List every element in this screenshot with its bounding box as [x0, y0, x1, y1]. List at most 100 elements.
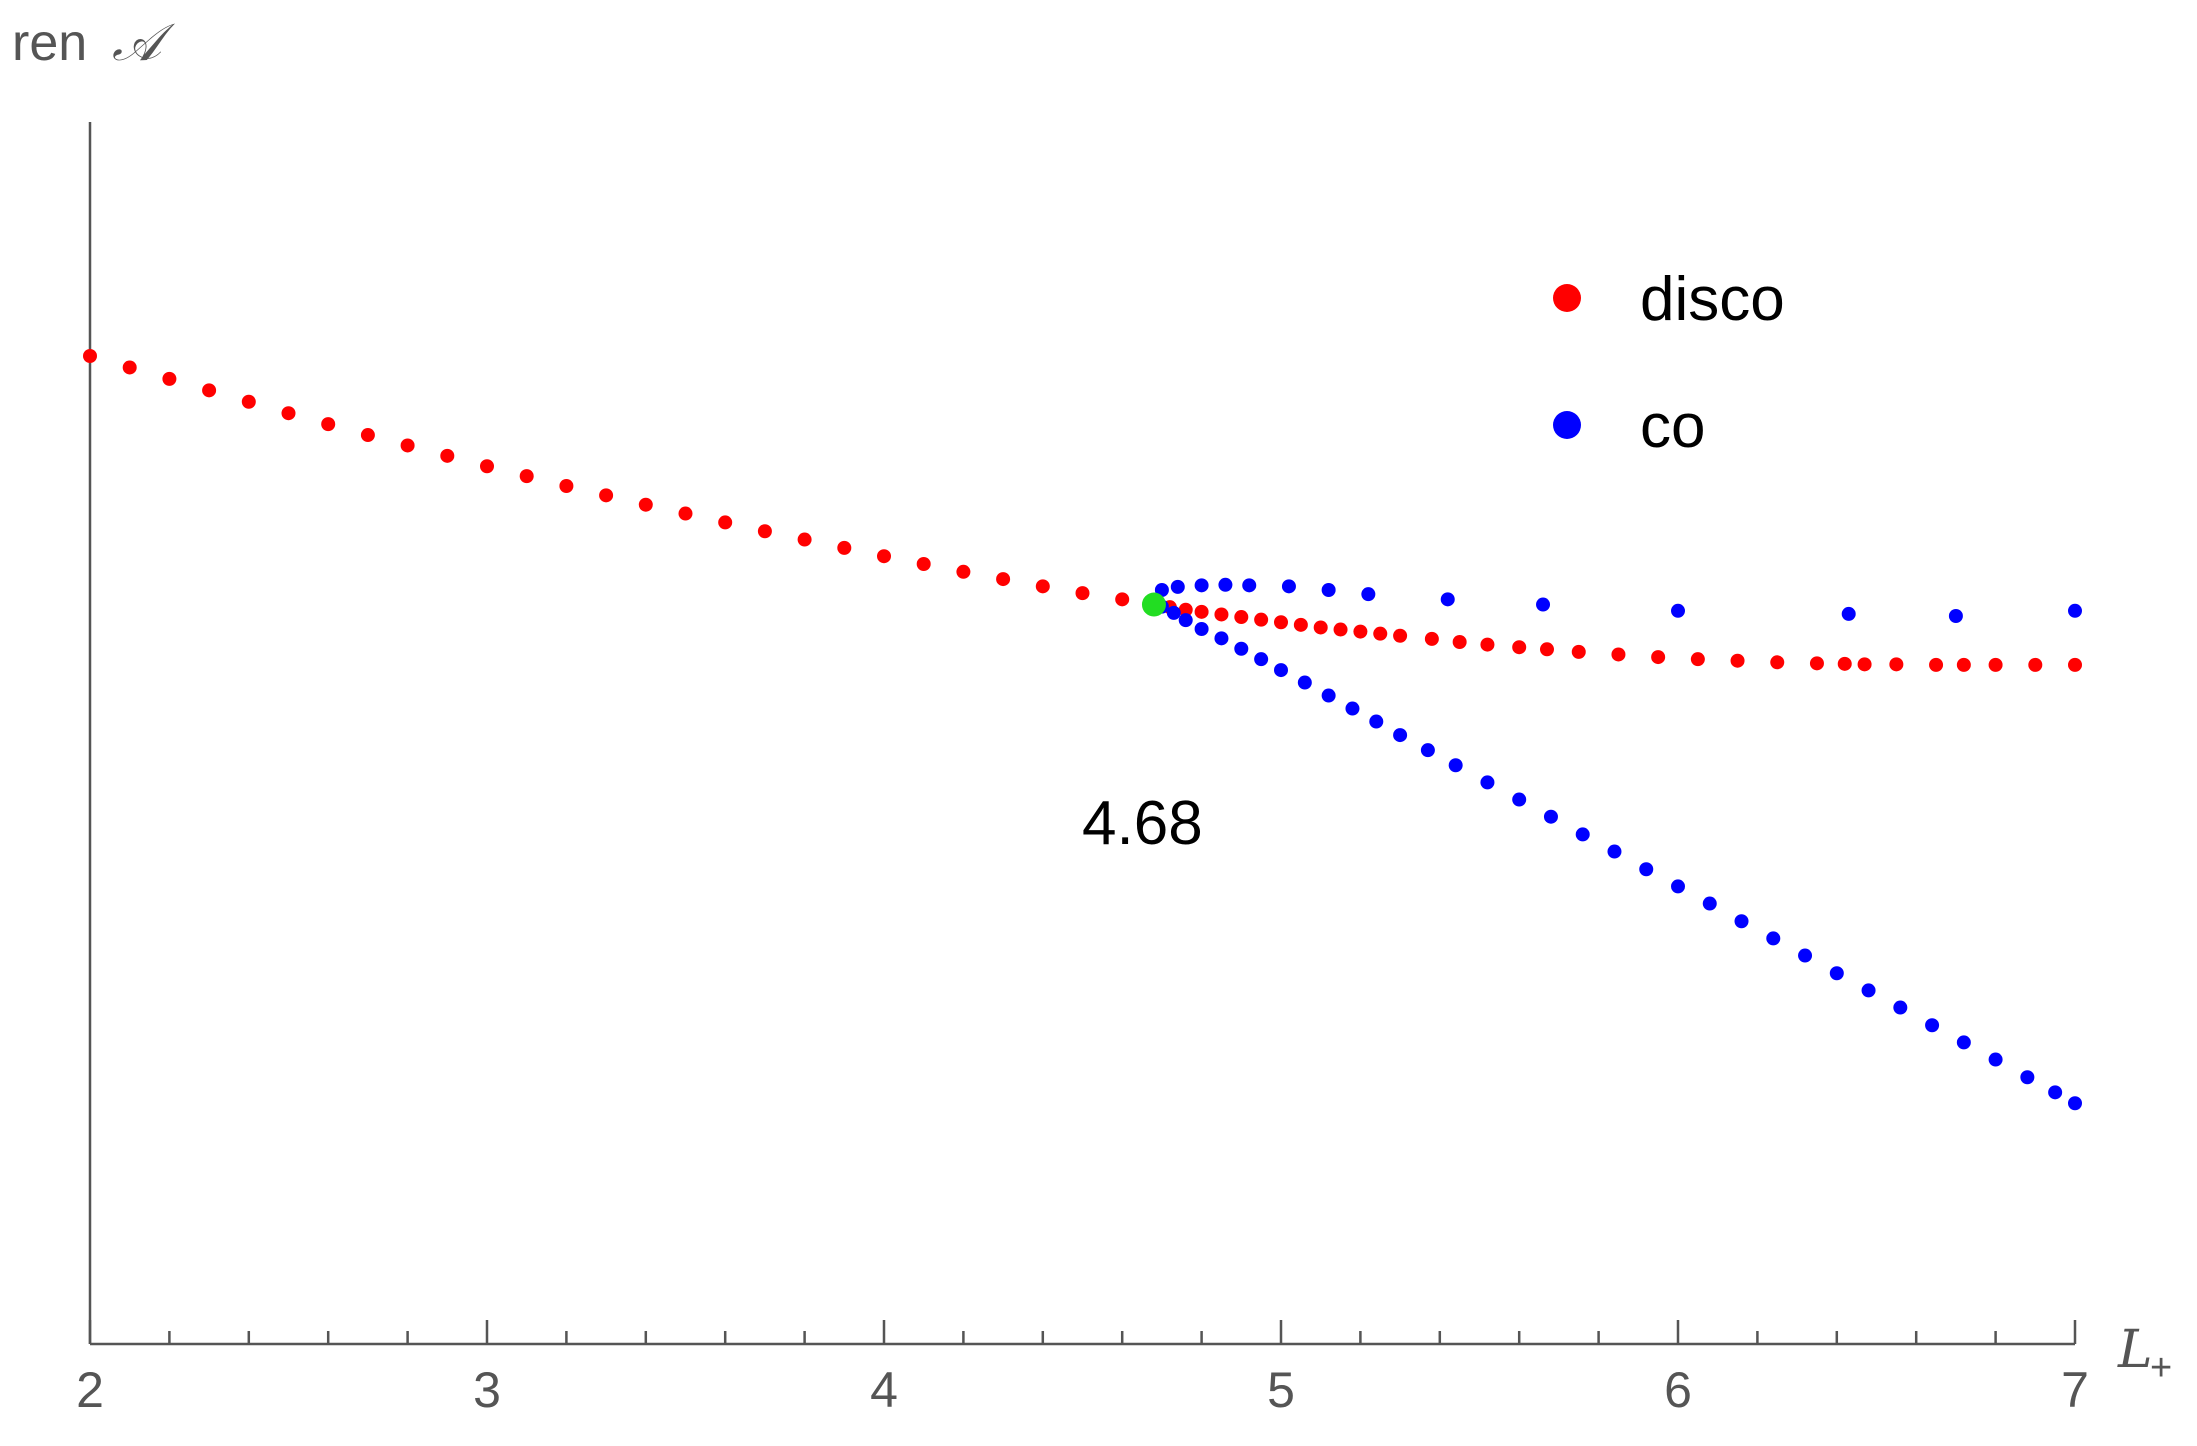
legend: disco co [1553, 265, 1785, 461]
disco-point [1274, 615, 1288, 630]
co-point [2048, 1085, 2063, 1100]
co-point [1543, 809, 1558, 824]
x-axis-label-sub: + [2150, 1347, 2172, 1389]
series-disco [83, 349, 2082, 672]
disco-point [1035, 579, 1050, 594]
x-tick-label: 3 [473, 1362, 501, 1418]
co-point [1575, 827, 1590, 842]
disco-point [1254, 612, 1269, 627]
disco-point [1889, 657, 1904, 672]
disco-point [519, 469, 534, 484]
disco-point [480, 459, 494, 474]
disco-point [162, 371, 177, 386]
co-point [2020, 1070, 2035, 1085]
disco-point [718, 515, 733, 530]
co-point [1734, 914, 1749, 929]
co-point [1861, 983, 1876, 998]
disco-point [1075, 586, 1090, 601]
co-point [1702, 896, 1717, 911]
disco-point [400, 438, 415, 453]
transition-point [1141, 592, 1166, 617]
series-co [1154, 577, 2082, 1111]
co-point [1639, 862, 1654, 877]
co-point [2068, 1096, 2082, 1111]
x-axis-label-main: L [2117, 1320, 2153, 1380]
co-point [1420, 743, 1435, 758]
disco-point [1512, 640, 1527, 655]
disco-point [1988, 657, 2003, 672]
disco-point [321, 417, 336, 432]
x-tick-labels: 2 3 4 5 6 7 [76, 1362, 2089, 1418]
disco-point [1373, 626, 1388, 641]
disco-point [638, 497, 653, 512]
x-tick-label: 7 [2061, 1362, 2089, 1418]
disco-point [1651, 650, 1666, 665]
disco-point [837, 540, 852, 555]
disco-point [956, 564, 971, 579]
co-point [1214, 631, 1229, 646]
disco-point [1424, 631, 1439, 646]
transition-annotation: 4.68 [1082, 789, 1203, 858]
x-tick-label: 4 [870, 1362, 898, 1418]
co-point [1798, 948, 1813, 963]
disco-point [2028, 657, 2043, 672]
disco-point [1571, 644, 1586, 659]
y-axis-label-symbol: 𝒜 [112, 13, 176, 73]
co-point [1254, 652, 1269, 667]
co-point [1841, 606, 1856, 621]
co-point [1671, 603, 1685, 618]
x-ticks [88, 1320, 2077, 1344]
co-point [1274, 663, 1288, 678]
disco-point [1770, 655, 1785, 670]
co-point [1297, 675, 1312, 690]
co-point [1361, 587, 1376, 602]
legend-marker-co [1553, 411, 1581, 439]
co-point [1448, 758, 1463, 773]
y-axis-label-prefix: ren [12, 14, 87, 72]
disco-point [2068, 657, 2082, 672]
disco-point [1480, 637, 1495, 652]
co-point [1242, 578, 1257, 593]
co-point [1321, 688, 1336, 703]
disco-point [1809, 656, 1824, 671]
disco-point [1115, 592, 1130, 607]
disco-point [202, 383, 217, 398]
disco-point [360, 428, 375, 443]
legend-label-co: co [1640, 392, 1705, 461]
disco-point [797, 532, 812, 547]
co-point [1440, 592, 1455, 607]
disco-point [559, 479, 574, 493]
co-point [1829, 966, 1844, 981]
co-point [1671, 879, 1685, 894]
x-tick-label: 6 [1664, 1362, 1692, 1418]
co-point [1948, 609, 1963, 623]
co-point [1281, 579, 1296, 594]
disco-point [1214, 607, 1229, 622]
disco-point [916, 557, 931, 571]
legend-label-disco: disco [1640, 265, 1785, 334]
co-point [1170, 579, 1185, 594]
co-point [1893, 1000, 1908, 1015]
disco-point [1393, 628, 1408, 643]
disco-point [599, 488, 614, 503]
co-point [1166, 605, 1181, 620]
co-point [1234, 641, 1249, 656]
co-point [1393, 728, 1408, 743]
disco-point [1178, 602, 1193, 617]
co-point [1536, 597, 1551, 612]
disco-point [122, 360, 137, 375]
co-point [1607, 844, 1622, 859]
disco-point [1333, 622, 1348, 637]
disco-point [1730, 653, 1745, 668]
disco-point [1690, 652, 1705, 667]
disco-point [1837, 656, 1852, 671]
disco-point [678, 506, 693, 521]
disco-point [440, 448, 455, 463]
co-point [1194, 622, 1209, 636]
co-point [1369, 714, 1384, 729]
disco-point [281, 406, 296, 421]
disco-point [1353, 624, 1368, 639]
disco-point [1956, 657, 1971, 672]
co-point [1218, 577, 1233, 592]
